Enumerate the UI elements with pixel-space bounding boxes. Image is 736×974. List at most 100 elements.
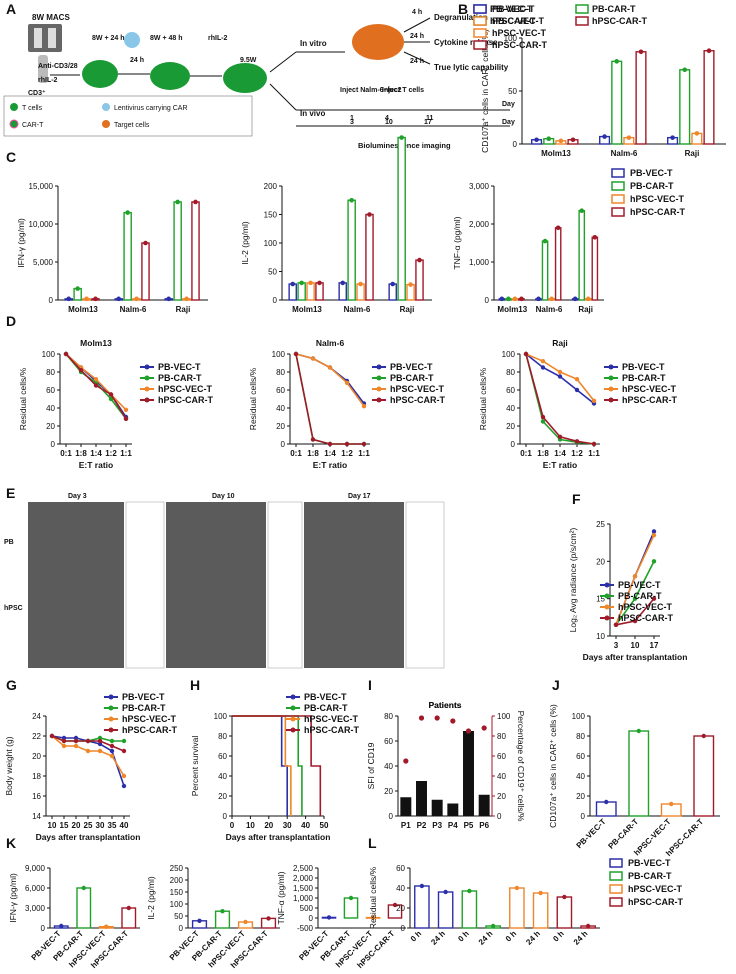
branch-down-icon [269, 83, 297, 111]
y-tick-label: 2,000 [469, 220, 490, 229]
legend-label: PB-VEC-T [630, 168, 673, 178]
branch-up-icon [269, 51, 297, 73]
y-tick-label: 50 [268, 268, 277, 277]
x-tick-label: 30 [96, 821, 105, 830]
legend-label: hPSC-CAR-T [304, 725, 359, 735]
point [75, 286, 80, 291]
category-label: 0 h [409, 929, 424, 944]
legend-marker [376, 386, 382, 392]
point [84, 296, 89, 302]
point [536, 296, 541, 302]
y-tick-label: 500 [300, 904, 314, 913]
legend-label: hPSC-CAR-T [492, 40, 547, 50]
panel-e: E Day 3 Day 10 Day 17 PB hPSC [4, 485, 445, 669]
y-tick-label: 80 [384, 712, 393, 721]
panel-label-i: I [368, 677, 372, 693]
y-tick-label: 20 [218, 792, 227, 801]
right-point [481, 725, 487, 731]
data-point [73, 743, 79, 749]
y-tick-label: 18 [32, 772, 41, 781]
y-tick-label: 250 [170, 864, 184, 873]
legend-swatch [575, 4, 589, 14]
magnet-s-icon [48, 28, 56, 48]
legend-label: PB-CAR-T [492, 16, 536, 26]
x-axis-label: Days after transplantation [226, 832, 331, 842]
legend-marker [290, 694, 296, 700]
d11-label: 11 [426, 115, 434, 122]
point [193, 199, 198, 205]
y-tick-label: 20 [596, 557, 605, 566]
data-point [109, 743, 115, 749]
x-tick-label: 1:4 [324, 449, 336, 458]
data-point [557, 374, 563, 379]
panel-label-j: J [552, 677, 560, 693]
y-tick-label: 0 [273, 296, 278, 305]
data-point [327, 441, 333, 447]
bar [541, 240, 549, 301]
point [467, 888, 472, 894]
chart-title: Nalm-6 [316, 338, 345, 348]
x-tick-label: 0:1 [520, 449, 532, 458]
bar [447, 803, 459, 816]
e-image-day17 [304, 502, 404, 668]
macs-label: 8W MACS [32, 13, 70, 22]
tcell-cluster-3-icon [223, 63, 267, 93]
point [506, 296, 511, 302]
data-point [121, 748, 127, 754]
bar [288, 283, 297, 301]
point [499, 296, 505, 302]
data-point [109, 753, 115, 759]
data-point [632, 596, 638, 601]
point [579, 208, 585, 213]
y-tick-label: 80 [276, 368, 285, 377]
tcell-cluster-1-icon [82, 60, 118, 88]
category-label: Molm13 [497, 305, 527, 314]
y-tick-label: 60 [218, 752, 227, 761]
point [604, 799, 609, 805]
category-label: Molm13 [541, 149, 571, 158]
x-tick-label: 20 [264, 821, 273, 830]
x-tick-label: 1:1 [588, 449, 600, 458]
panel-label-d: D [6, 313, 16, 329]
point [670, 135, 675, 140]
chart-i-title: Patients [428, 700, 461, 710]
legend-marker [108, 727, 114, 733]
legend-marker [608, 397, 614, 403]
bar [343, 897, 359, 919]
legend-label: PB-VEC-T [122, 692, 165, 702]
category-label: 0 h [504, 929, 519, 944]
data-point [78, 368, 84, 373]
x-tick-label: 1:4 [554, 449, 566, 458]
bar [76, 887, 92, 929]
data-point [591, 398, 597, 403]
x-tick-label: 35 [108, 821, 117, 830]
inject-nalm-label: Inject Nalm-6–luc2 [340, 87, 402, 94]
legend-target-label: Target cells [114, 122, 150, 129]
legend-swatch [609, 897, 623, 907]
data-point [523, 351, 529, 357]
point [59, 923, 64, 929]
bar [532, 892, 549, 929]
invivo-label: In vivo [300, 109, 325, 118]
y-tick-label: 100 [572, 712, 586, 721]
legend-marker [608, 386, 614, 392]
point [549, 296, 554, 302]
x-tick-label: 1:8 [75, 449, 87, 458]
data-point [49, 733, 55, 739]
day-label-1: Day [502, 101, 515, 108]
y-tick-label: 1,000 [293, 894, 314, 903]
point [370, 915, 376, 920]
y-tick-label: 5,000 [33, 258, 54, 267]
y-tick-label: 22 [32, 732, 41, 741]
legend-label: PB-CAR-T [122, 703, 166, 713]
bar [431, 799, 443, 816]
y-tick-label: 40 [218, 772, 227, 781]
bar [356, 283, 365, 301]
bar [406, 283, 415, 301]
data-point [61, 738, 67, 744]
legend-swatch [609, 858, 623, 868]
data-point [121, 783, 127, 789]
category-label: Raji [578, 305, 593, 314]
point [266, 916, 271, 921]
